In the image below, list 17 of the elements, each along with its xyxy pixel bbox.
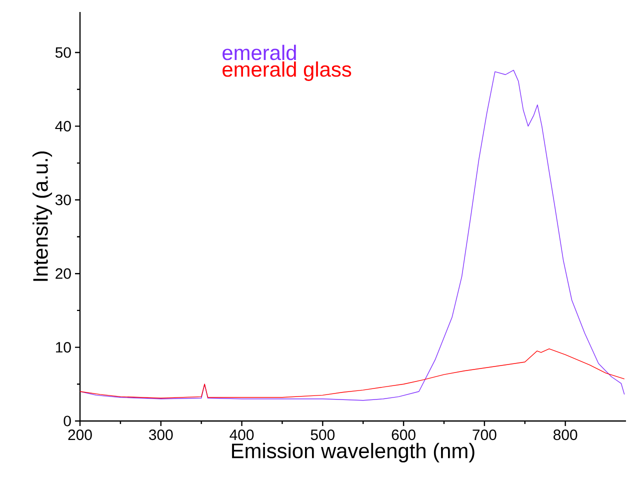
y-tick-label: 30: [55, 194, 71, 206]
x-tick-label: 200: [68, 430, 92, 440]
x-tick-label: 500: [310, 430, 335, 440]
x-tick-label: 300: [148, 430, 173, 440]
text: emerald glass: [222, 61, 352, 81]
y-tick-label: 50: [55, 47, 71, 58]
y-tick-label: 20: [56, 268, 71, 279]
y-tick-label: 10: [56, 342, 71, 353]
x-axis-title: Emission wavelength (nm): [232, 442, 474, 462]
y-tick-label: 0: [64, 416, 71, 426]
x-tick-label: 800: [554, 430, 578, 440]
text: emerald: [222, 44, 296, 60]
x-tick-label: 600: [392, 430, 416, 440]
x-tick-label: 700: [472, 430, 496, 440]
x-tick-label: 400: [230, 430, 254, 440]
y-tick-label: 40: [55, 120, 71, 132]
y-axis-title: Intensity (a.u.): [32, 152, 52, 281]
